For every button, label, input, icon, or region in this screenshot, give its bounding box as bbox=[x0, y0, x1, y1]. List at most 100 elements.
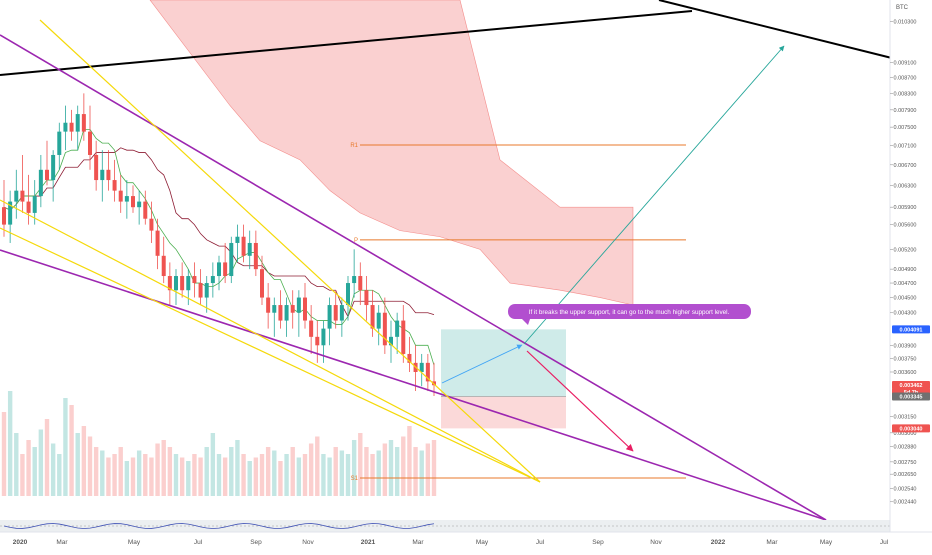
pivot-label: S1 bbox=[351, 476, 359, 482]
yellow-line-1 bbox=[0, 199, 541, 483]
candle-body bbox=[14, 190, 19, 202]
x-tick-label: Mar bbox=[412, 539, 424, 546]
volume-bar bbox=[229, 447, 234, 496]
volume-bar bbox=[69, 405, 74, 496]
trend-lines[interactable] bbox=[0, 0, 932, 521]
candle-body bbox=[223, 262, 228, 277]
volume-bar bbox=[106, 457, 111, 496]
volume-bar bbox=[93, 447, 99, 496]
volume-bar bbox=[167, 447, 173, 496]
kijun-line bbox=[3, 147, 435, 318]
volume-bar bbox=[186, 461, 191, 496]
x-tick-label: May bbox=[820, 539, 833, 546]
candle-body bbox=[94, 154, 99, 181]
volume-bar bbox=[149, 457, 154, 496]
volume-bar bbox=[247, 461, 252, 496]
candle-body bbox=[174, 276, 178, 291]
candle-body bbox=[401, 320, 406, 354]
y-tick-label: 0.010300 bbox=[894, 19, 917, 25]
candlesticks[interactable] bbox=[2, 93, 436, 397]
y-tick-label: 0.002750 bbox=[894, 460, 917, 466]
candle-body bbox=[88, 131, 92, 155]
x-tick-label: 2020 bbox=[13, 539, 28, 546]
volume-bar bbox=[278, 461, 283, 496]
volume-bar bbox=[26, 440, 31, 496]
time-axis[interactable]: 2020 Mar May Jul Sep Nov 2021 Mar May Jul Sep Nov 20… bbox=[0, 531, 932, 546]
candle-body bbox=[419, 362, 424, 372]
candle-body bbox=[395, 320, 400, 337]
volume-bar bbox=[136, 450, 142, 496]
upper-channel-purple bbox=[0, 34, 827, 521]
x-tick-label: May bbox=[128, 539, 141, 546]
volume-bar bbox=[327, 457, 332, 496]
volume-bar bbox=[302, 454, 308, 496]
volume-bar bbox=[155, 443, 160, 496]
volume-bar bbox=[198, 457, 203, 496]
candle-body bbox=[51, 154, 56, 181]
volume-bar bbox=[407, 426, 412, 496]
ichimoku-cloud bbox=[149, 0, 634, 306]
candle-body bbox=[180, 276, 185, 291]
candle-body bbox=[327, 305, 332, 329]
y-tick-label: 0.003900 bbox=[894, 343, 917, 349]
price-tag bbox=[892, 392, 930, 401]
x-tick-label: 2021 bbox=[361, 539, 376, 546]
y-tick-label: 0.003150 bbox=[894, 415, 917, 421]
volume-bar bbox=[112, 454, 117, 496]
volume-bar bbox=[364, 447, 369, 496]
volume-bar bbox=[210, 433, 216, 496]
candle-body bbox=[333, 305, 338, 321]
candle-body bbox=[376, 312, 381, 329]
x-tick-label: Mar bbox=[766, 539, 778, 546]
volume-bar bbox=[425, 443, 431, 496]
volume-bar bbox=[376, 450, 381, 496]
cloud-area bbox=[149, 0, 634, 306]
volume-bar bbox=[296, 457, 302, 496]
pivot-label: P bbox=[354, 238, 358, 244]
candle-body bbox=[346, 283, 350, 306]
annotation-callout[interactable]: If it breaks the upper support, it can g… bbox=[508, 304, 751, 325]
y-tick-label: 0.008300 bbox=[894, 91, 917, 97]
candle-body bbox=[370, 305, 375, 329]
candle-body bbox=[32, 196, 37, 213]
y-axis-bg bbox=[890, 0, 932, 550]
y-tick-label: 0.002880 bbox=[894, 444, 917, 450]
volume-bar bbox=[32, 447, 37, 496]
y-tick-label: 0.006700 bbox=[894, 163, 917, 169]
candle-body bbox=[81, 114, 86, 132]
y-tick-label: 0.005900 bbox=[894, 205, 917, 211]
y-tick-label: 0.004500 bbox=[894, 296, 917, 302]
volume-bar bbox=[413, 447, 418, 496]
y-tick-label: 0.004300 bbox=[894, 311, 917, 317]
x-tick-label: Mar bbox=[56, 539, 68, 546]
candle-body bbox=[260, 269, 264, 298]
candle-body bbox=[186, 276, 191, 291]
candle-body bbox=[137, 201, 142, 208]
candle-body bbox=[2, 207, 6, 225]
y-tick-label: 0.007100 bbox=[894, 143, 917, 149]
candle-body bbox=[155, 230, 160, 256]
candle-body bbox=[321, 328, 326, 346]
candle-body bbox=[266, 297, 271, 313]
candle-body bbox=[124, 196, 129, 202]
candle-body bbox=[253, 242, 258, 270]
lower-channel-purple bbox=[0, 249, 827, 521]
arrow-red bbox=[526, 350, 634, 452]
volume-bar bbox=[315, 436, 320, 496]
volume-bar bbox=[14, 433, 19, 496]
candle-body bbox=[382, 312, 387, 346]
pivot-label: R1 bbox=[350, 143, 358, 149]
yellow-line-2 bbox=[0, 227, 541, 483]
x-tick-label: Jul bbox=[536, 539, 545, 546]
volume-bar bbox=[192, 454, 197, 496]
y-tick-label: 0.003000 bbox=[894, 431, 917, 437]
target-zone bbox=[441, 329, 566, 397]
x-tick-label: 2022 bbox=[711, 539, 726, 546]
volume-bar bbox=[216, 454, 222, 496]
candle-body bbox=[38, 169, 43, 197]
volume-bar bbox=[143, 454, 148, 496]
price-axis[interactable]: 0.010300 0.009100 0.008700 0.008300 0.007900… bbox=[889, 0, 932, 550]
volume-bar bbox=[57, 454, 62, 496]
